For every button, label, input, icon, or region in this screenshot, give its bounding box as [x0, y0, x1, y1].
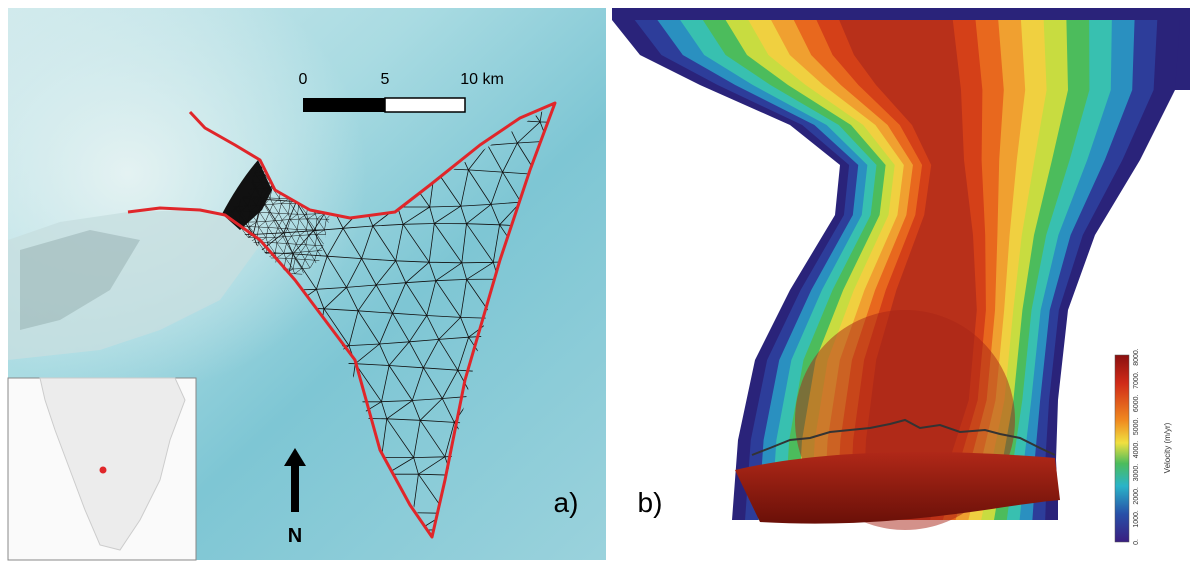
colorbar-tick-label: 2000.	[1133, 487, 1140, 505]
scale-label: 0	[299, 71, 308, 88]
colorbar-tick-label: 3000.	[1133, 464, 1140, 482]
colorbar-tick-label: 5000.	[1133, 418, 1140, 436]
scale-bar-black	[303, 98, 385, 112]
colorbar	[1115, 355, 1129, 542]
north-label: N	[288, 525, 302, 547]
panel-label: b)	[638, 487, 663, 518]
colorbar-tick-label: 6000.	[1133, 394, 1140, 412]
scale-bar-white	[385, 98, 465, 112]
colorbar-tick-label: 8000.	[1133, 348, 1140, 366]
scale-label: 5	[381, 71, 390, 88]
colorbar-tick-label: 1000.	[1133, 510, 1140, 528]
figure: 0 5 10 km N a) 8000. 7000. 6000. 5000. 4000.…	[0, 0, 1198, 565]
colorbar-title: Velocity (m/yr)	[1163, 422, 1172, 473]
colorbar-tick-label: 0.	[1133, 539, 1140, 545]
panel-label: a)	[554, 487, 579, 518]
location-dot	[100, 467, 107, 474]
scale-label: 10 km	[460, 71, 504, 88]
colorbar-tick-label: 7000.	[1133, 371, 1140, 389]
colorbar-ticks: 8000. 7000. 6000. 5000. 4000. 3000. 2000. 1000.…	[1133, 348, 1140, 545]
colorbar-tick-label: 4000.	[1133, 441, 1140, 459]
